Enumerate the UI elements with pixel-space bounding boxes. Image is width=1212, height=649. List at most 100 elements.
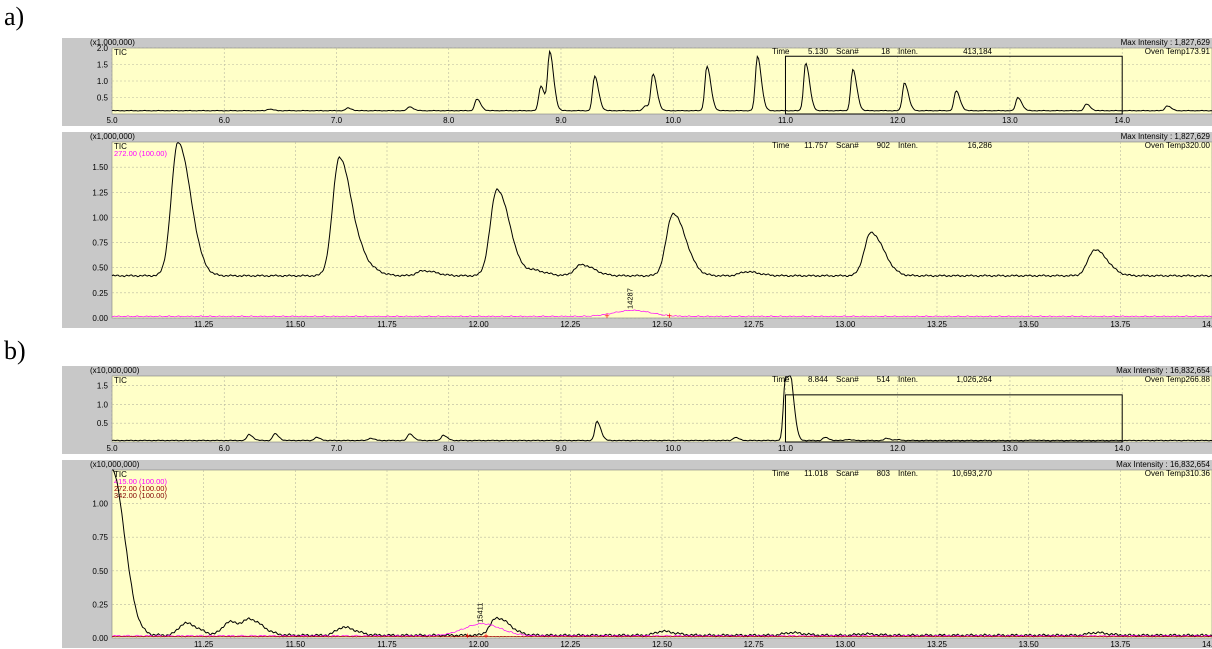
y-tick-label: 1.0	[97, 77, 109, 86]
chart-b-bottom: 11.25 11.50 11.75 12.00 12.25 12.50 12.75 13.00…	[62, 460, 1212, 649]
integration-marker: +	[604, 311, 609, 321]
ion-label: 272.00 (100.00)	[114, 484, 167, 493]
max-intensity-label: Max Intensity : 1,827,629	[1121, 132, 1211, 141]
ion-label: 415.00 (100.00)	[114, 477, 167, 486]
scale-label: (x1,000,000)	[90, 132, 135, 141]
y-tick-label: 1.00	[92, 213, 108, 222]
y-tick-label: 1.00	[92, 500, 108, 509]
x-tick-label: 12.0	[890, 444, 906, 453]
y-tick-label: 2.0	[97, 44, 109, 53]
status-time-label: Time	[772, 47, 790, 56]
max-intensity-label: Max Intensity : 16,832,654	[1116, 366, 1210, 375]
status-inten-value: 413,184	[963, 47, 992, 56]
status-inten-value: 10,693,270	[952, 469, 993, 478]
ion-series-line	[111, 636, 1212, 638]
x-tick-label: 8.0	[443, 444, 455, 453]
x-tick-label: 12.50	[652, 320, 673, 329]
zoom-selection-box	[784, 55, 1123, 115]
status-inten-label: Inten.	[898, 141, 918, 150]
status-scan-value: 902	[877, 141, 891, 150]
status-time-value: 11.018	[804, 469, 828, 478]
x-tick-label: 13.25	[927, 640, 948, 649]
x-tick-label: 11.75	[377, 640, 397, 649]
x-tick-label: 13.0	[1002, 444, 1018, 453]
x-tick-label: 12.0	[890, 116, 906, 125]
x-tick-label: 9.0	[555, 116, 567, 125]
status-inten-label: Inten.	[898, 375, 918, 384]
x-tick-label: 14.00	[1202, 640, 1212, 649]
tic-series-line	[111, 141, 1212, 278]
trace-label: TIC	[114, 48, 127, 57]
chart-b-top: 5.0 6.0 7.0 8.0 9.0 10.0 11.0 12.0 13.0 14.0 0.5 1.…	[62, 366, 1212, 454]
x-tick-label: 13.50	[1019, 640, 1040, 649]
status-oven-temp: Oven Temp320.00	[1145, 141, 1211, 150]
x-tick-label: 12.75	[744, 640, 765, 649]
status-time-value: 8.844	[808, 375, 829, 384]
max-intensity-label: Max Intensity : 1,827,629	[1121, 38, 1211, 47]
panel-label-b: b)	[4, 336, 26, 365]
status-oven-temp: Oven Temp266.88	[1145, 375, 1211, 384]
x-tick-label: 10.0	[665, 444, 681, 453]
y-tick-label: 0.50	[92, 567, 108, 576]
ion-label: 272.00 (100.00)	[114, 149, 167, 158]
x-tick-label: 11.0	[778, 116, 794, 125]
status-scan-value: 18	[881, 47, 890, 56]
x-tick-label: 12.00	[469, 320, 490, 329]
x-tick-label: 13.00	[835, 320, 856, 329]
x-tick-label: 5.0	[106, 116, 118, 125]
x-tick-label: 13.75	[1110, 320, 1131, 329]
x-tick-label: 11.25	[194, 320, 214, 329]
x-tick-label: 9.0	[555, 444, 567, 453]
x-tick-label: 13.50	[1019, 320, 1040, 329]
plot-area	[111, 375, 1212, 443]
scale-label: (x10,000,000)	[90, 366, 140, 375]
status-oven-temp: Oven Temp173.91	[1145, 47, 1211, 56]
y-tick-label: 0.75	[92, 239, 108, 248]
status-inten-value: 16,286	[968, 141, 993, 150]
x-tick-label: 13.0	[1002, 116, 1018, 125]
ion-label: 342.00 (100.00)	[114, 491, 167, 500]
status-time-label: Time	[772, 469, 790, 478]
status-scan-label: Scan#	[836, 47, 859, 56]
status-inten-label: Inten.	[898, 469, 918, 478]
status-scan-value: 514	[877, 375, 891, 384]
x-tick-label: 7.0	[331, 116, 343, 125]
integration-marker: +	[465, 631, 470, 641]
x-tick-label: 11.0	[778, 444, 794, 453]
x-tick-label: 7.0	[331, 444, 343, 453]
peak-annotation: 14287	[626, 288, 635, 309]
status-time-label: Time	[772, 375, 790, 384]
max-intensity-label: Max Intensity : 16,832,654	[1116, 460, 1210, 469]
integration-marker: +	[483, 631, 488, 641]
y-tick-label: 0.00	[92, 314, 108, 323]
x-tick-label: 14.0	[1114, 444, 1130, 453]
x-tick-label: 12.00	[469, 640, 490, 649]
status-inten-value: 1,026,264	[956, 375, 992, 384]
status-time-value: 5.130	[808, 47, 829, 56]
integration-marker: +	[667, 311, 672, 321]
y-tick-label: 0.75	[92, 533, 108, 542]
status-scan-label: Scan#	[836, 469, 859, 478]
ion-series-line	[111, 309, 1212, 318]
status-time-label: Time	[772, 141, 790, 150]
x-tick-label: 12.75	[744, 320, 765, 329]
status-inten-label: Inten.	[898, 47, 918, 56]
x-tick-label: 12.50	[652, 640, 673, 649]
panel-label-a: a)	[4, 2, 25, 31]
x-tick-label: 13.00	[835, 640, 856, 649]
status-scan-label: Scan#	[836, 141, 859, 150]
x-tick-label: 13.75	[1110, 640, 1131, 649]
x-tick-label: 5.0	[106, 444, 118, 453]
chart-a-bottom: 11.25 11.50 11.75 12.00 12.25 12.50 12.75 13.00…	[62, 132, 1212, 329]
status-time-value: 11.757	[804, 141, 828, 150]
y-tick-label: 1.5	[97, 381, 109, 390]
x-tick-label: 8.0	[443, 116, 455, 125]
tic-series-line	[111, 49, 1212, 112]
x-tick-label: 13.25	[927, 320, 948, 329]
x-tick-label: 12.25	[560, 320, 581, 329]
x-tick-label: 14.00	[1202, 320, 1212, 329]
y-tick-label: 0.00	[92, 634, 108, 643]
x-tick-label: 12.25	[560, 640, 581, 649]
x-tick-label: 14.0	[1114, 116, 1130, 125]
